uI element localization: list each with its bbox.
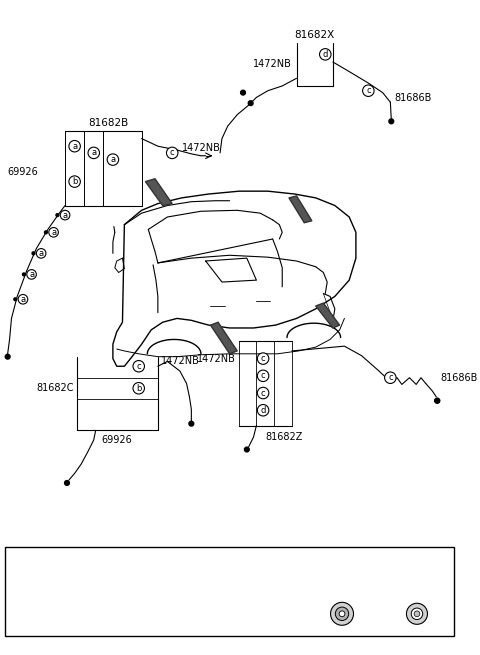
Circle shape (36, 248, 46, 258)
Circle shape (170, 563, 181, 575)
Text: 69926: 69926 (101, 435, 132, 445)
Circle shape (69, 140, 80, 152)
Text: 89087: 89087 (259, 565, 292, 574)
Circle shape (133, 383, 144, 394)
Polygon shape (210, 322, 237, 354)
Text: c: c (261, 354, 265, 363)
Circle shape (257, 353, 269, 364)
Circle shape (331, 603, 353, 626)
Circle shape (257, 405, 269, 416)
Text: a: a (38, 249, 44, 258)
Text: 84173S: 84173S (322, 565, 362, 574)
Circle shape (56, 214, 59, 217)
Text: 81682Z: 81682Z (265, 432, 303, 442)
Circle shape (69, 176, 80, 187)
Text: a: a (91, 149, 96, 157)
Text: c: c (388, 373, 393, 383)
Circle shape (95, 563, 107, 575)
Text: a: a (29, 270, 34, 279)
Text: b: b (98, 565, 103, 574)
Text: a: a (23, 565, 28, 574)
Text: a: a (20, 295, 25, 304)
Text: b: b (136, 384, 142, 393)
Text: 69926: 69926 (8, 167, 38, 177)
Circle shape (190, 598, 194, 603)
Circle shape (240, 90, 245, 95)
Circle shape (189, 421, 194, 426)
Circle shape (18, 295, 28, 304)
Text: b: b (72, 177, 77, 186)
Text: 81686B: 81686B (394, 94, 432, 103)
Circle shape (320, 48, 331, 60)
Text: 1472NB: 1472NB (182, 143, 221, 153)
Circle shape (32, 252, 35, 255)
Text: 81682X: 81682X (295, 30, 335, 40)
Circle shape (435, 398, 440, 403)
Text: c: c (136, 362, 141, 371)
Circle shape (384, 372, 396, 383)
Circle shape (27, 270, 36, 279)
Text: 1076AM: 1076AM (396, 565, 438, 574)
Circle shape (414, 611, 420, 616)
Circle shape (336, 607, 349, 620)
Circle shape (65, 481, 70, 485)
Circle shape (257, 370, 269, 382)
Circle shape (107, 154, 119, 165)
Text: 1472NB: 1472NB (197, 354, 236, 364)
Text: 1472NB: 1472NB (161, 356, 200, 366)
Circle shape (88, 147, 99, 159)
Text: a: a (72, 141, 77, 151)
Circle shape (435, 398, 440, 403)
Text: a: a (110, 155, 116, 164)
Circle shape (49, 227, 59, 237)
Circle shape (60, 210, 70, 220)
Text: c: c (366, 86, 371, 95)
Circle shape (411, 608, 423, 620)
Polygon shape (145, 179, 172, 206)
Circle shape (245, 563, 256, 575)
Circle shape (248, 101, 253, 105)
Circle shape (257, 387, 269, 399)
Circle shape (362, 85, 374, 96)
Bar (5, 547, 455, 636)
Circle shape (5, 354, 10, 359)
Circle shape (20, 563, 32, 575)
Circle shape (23, 273, 25, 276)
Text: a: a (62, 211, 68, 219)
Text: 0K2A1: 0K2A1 (184, 565, 218, 574)
Circle shape (45, 231, 48, 234)
Text: 91960S: 91960S (109, 565, 149, 574)
Text: c: c (261, 388, 265, 398)
Text: d: d (248, 565, 253, 574)
Circle shape (264, 595, 270, 601)
Text: c: c (170, 149, 175, 157)
Polygon shape (316, 303, 340, 328)
Circle shape (133, 360, 144, 372)
Polygon shape (289, 196, 312, 223)
Circle shape (389, 119, 394, 124)
Circle shape (339, 611, 345, 616)
Circle shape (244, 447, 249, 452)
Text: 1472NB: 1472NB (253, 59, 292, 69)
Text: d: d (261, 405, 266, 415)
Text: c: c (173, 565, 178, 574)
Circle shape (407, 603, 428, 624)
Circle shape (167, 147, 178, 159)
Text: 81686B: 81686B (440, 373, 478, 383)
Circle shape (14, 298, 17, 301)
Text: c: c (261, 371, 265, 381)
Text: 81682B: 81682B (88, 119, 128, 128)
Text: 81682C: 81682C (36, 383, 73, 393)
Text: 71755: 71755 (35, 565, 68, 574)
Text: d: d (323, 50, 328, 59)
Text: a: a (51, 228, 56, 237)
